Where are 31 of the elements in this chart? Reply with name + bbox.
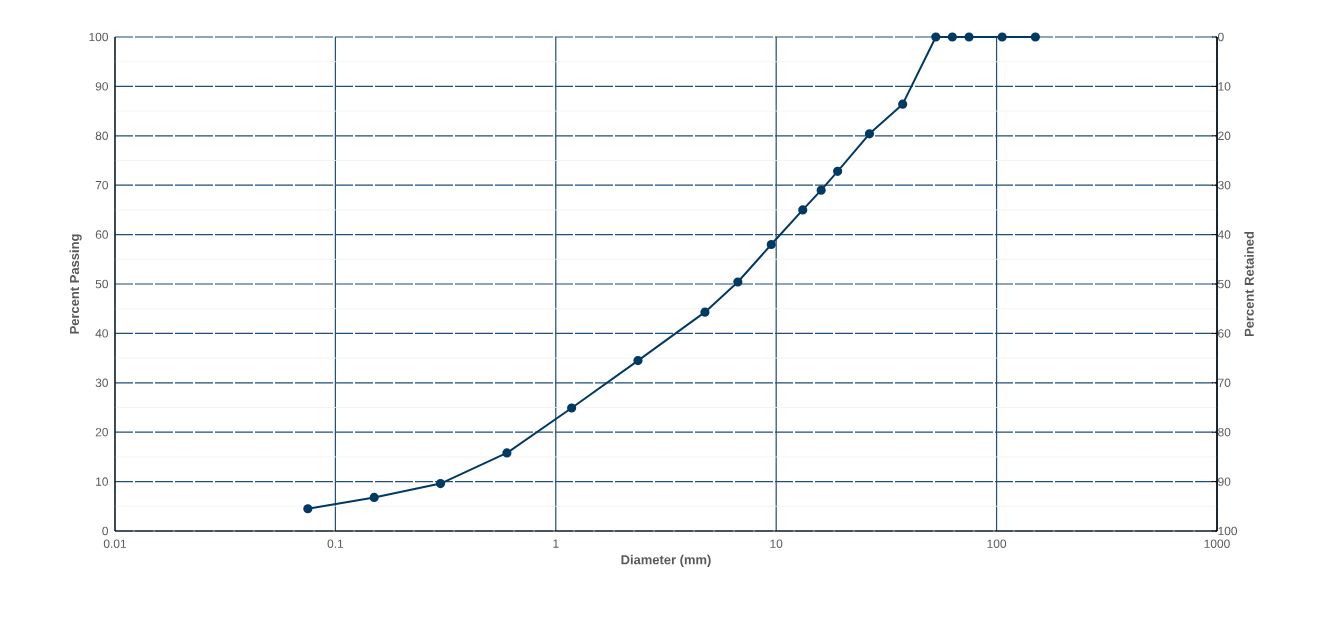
y2-tick-label: 10 (1218, 82, 1231, 91)
y-tick-label: 50 (95, 279, 109, 289)
y2-tick-label: 50 (1218, 279, 1231, 289)
y2-tick-label: 70 (1218, 378, 1231, 388)
y2-tick-label: 30 (1218, 180, 1231, 190)
y-tick-label: 100 (89, 32, 109, 42)
x-tick-label: 1000 (1204, 539, 1230, 548)
y-tick-label: 60 (95, 230, 109, 239)
y-axis-title: Percent Passing (69, 234, 82, 334)
x-tick-label: 10 (770, 539, 783, 548)
y-tick-label: 0 (102, 526, 109, 536)
y2-tick-label: 90 (1218, 477, 1231, 486)
y-tick-label: 80 (95, 131, 109, 141)
y2-tick-label: 40 (1217, 230, 1231, 239)
y-tick-label: 10 (96, 477, 109, 486)
y2-axis-title: Percent Retained (1244, 231, 1254, 337)
x-tick-label: 0.01 (103, 539, 127, 548)
y-tick-label: 20 (95, 427, 109, 437)
x-tick-label: 100 (987, 539, 1007, 548)
y-tick-label: 30 (95, 378, 109, 388)
x-tick-label: 1 (553, 539, 559, 548)
y2-tick-label: 100 (1218, 526, 1238, 536)
x-tick-label: 0.1 (327, 539, 344, 548)
y2-tick-label: 20 (1218, 131, 1231, 141)
x-axis-title: Diameter (mm) (621, 554, 711, 567)
y2-tick-label: 60 (1218, 329, 1231, 338)
y2-tick-label: 0 (1218, 32, 1224, 42)
y2-tick-label: 80 (1218, 427, 1231, 437)
y-tick-label: 90 (95, 82, 109, 91)
y-tick-label: 70 (95, 180, 109, 190)
y-tick-label: 40 (95, 329, 109, 338)
